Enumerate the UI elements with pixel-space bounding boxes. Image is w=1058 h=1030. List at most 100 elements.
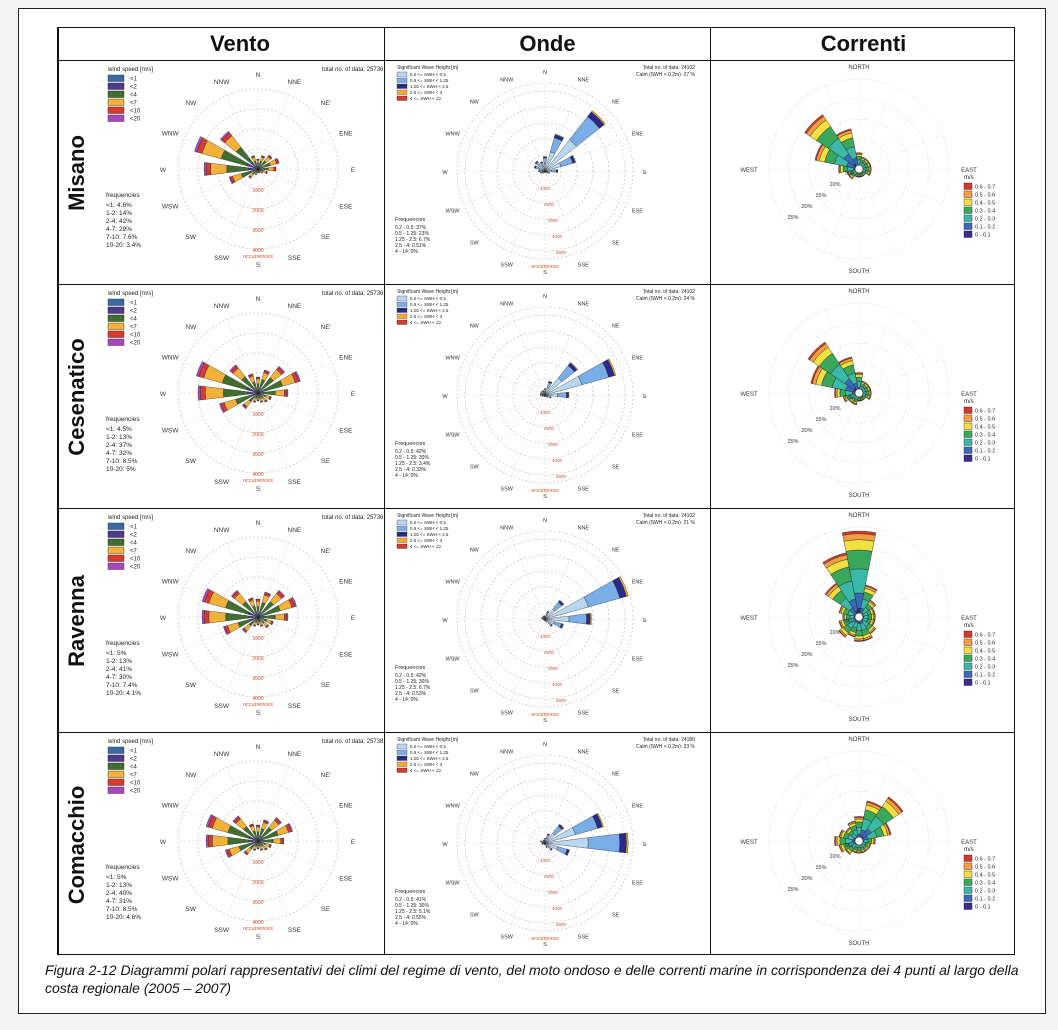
legend-label: 0 - 0.1 <box>975 233 991 239</box>
wind-bar <box>262 839 274 843</box>
total-label: Total no. of data: 24102 <box>643 65 695 71</box>
wind-bar <box>255 601 261 607</box>
rose-svg: NORTH EAST SOUTH WEST 5% 10%15%20%25% m/s0.6 -… <box>740 737 995 947</box>
compass-label: SSE <box>288 255 302 262</box>
grid-spoke <box>227 168 259 243</box>
wind-bar <box>252 625 256 627</box>
frequency-item: 0.2 - 0.5: 41% <box>395 897 427 903</box>
rose-svg: NORTH EAST SOUTH WEST 5% 10%15%20%25% m/s0.6 -… <box>740 65 995 275</box>
legend-title: wind speed [m/s] <box>107 67 153 73</box>
ring-label: 1000 <box>540 634 551 639</box>
grid-spoke <box>544 556 608 620</box>
wave-bar <box>561 623 564 629</box>
compass-label: NNW <box>500 526 514 532</box>
legend-label: 0.5 - 0.6 <box>975 641 995 647</box>
wind-bar <box>294 371 301 382</box>
grid-spoke <box>544 394 608 458</box>
compass-label: ESE <box>339 651 353 658</box>
compass-label: EAST <box>961 392 977 398</box>
ring-label: 5000 <box>556 474 567 479</box>
wind-bar <box>205 386 224 400</box>
wind-bar <box>255 599 261 602</box>
wave-bar <box>550 624 553 627</box>
legend-label: <7 <box>130 773 138 779</box>
grid-spoke <box>463 585 546 620</box>
compass-label: NNW <box>214 303 230 310</box>
frequency-item: 0.2 - 0.5: 42% <box>395 449 427 455</box>
legend-label: <1 <box>130 77 138 83</box>
frequencies-title: Frequencies <box>395 217 426 223</box>
grid-ring <box>456 82 634 260</box>
ring-label: 4000 <box>552 906 563 911</box>
current-bar <box>836 128 852 137</box>
wave-bar <box>539 170 542 172</box>
wind-bar <box>269 396 272 401</box>
ring-label: 2000 <box>252 432 263 438</box>
wind-bar <box>264 399 268 403</box>
compass-label: WSW <box>446 656 461 662</box>
legend-label: <4 <box>130 93 138 99</box>
wave-bar <box>568 613 587 625</box>
wave-bar <box>557 392 567 398</box>
compass-label: E <box>351 391 356 398</box>
grid-spoke <box>858 757 894 842</box>
compass-label: ENE <box>632 356 644 362</box>
legend-swatch <box>963 630 973 638</box>
grid-spoke <box>227 840 259 915</box>
compass-label: NNE <box>288 527 302 534</box>
frequency-item: 4-7: 29% <box>106 226 132 233</box>
wind-bar <box>248 839 256 843</box>
wind-bar <box>261 172 263 174</box>
current-bar <box>843 539 875 552</box>
legend-title: m/s <box>964 399 974 405</box>
grid-spoke <box>858 806 943 842</box>
legend-swatch <box>963 870 973 878</box>
frequency-item: 0.2 - 0.5: 37% <box>395 225 427 231</box>
compass-label: NNE <box>288 79 302 86</box>
ring-label: 4000 <box>252 920 263 926</box>
legend-swatch <box>396 761 408 767</box>
compass-label: NW <box>185 100 197 107</box>
frequency-item: 2.5 - 4: 0.55% <box>395 915 427 921</box>
wave-bar <box>554 133 565 139</box>
current-bar <box>868 171 872 177</box>
wind-bar <box>247 391 256 395</box>
legend-label: 0.3 - 0.4 <box>975 881 995 887</box>
occurrences-label: occurrences <box>243 254 273 260</box>
wind-bar <box>256 383 260 391</box>
compass-label: NORTH <box>848 65 869 71</box>
wind-bar <box>256 621 260 625</box>
row-label-ravenna: Ravenna <box>64 574 89 667</box>
legend-label: 0 - 0.1 <box>975 457 991 463</box>
current-bar <box>855 630 863 637</box>
grid-ring <box>177 536 339 698</box>
legend-swatch <box>963 670 973 678</box>
grid-spoke <box>257 840 315 898</box>
legend-label: 0.3 - 0.4 <box>975 209 995 215</box>
wave-bar <box>607 358 617 376</box>
ring-label: 10% <box>829 854 840 860</box>
compass-label: WSW <box>446 208 461 214</box>
wind-bar <box>255 824 261 826</box>
legend-label: <10 <box>130 333 141 339</box>
grid-spoke <box>463 137 546 172</box>
total-label: Total no. of data: 24102 <box>643 289 695 295</box>
wave-bar <box>587 833 621 853</box>
ring-label: 3000 <box>548 218 559 223</box>
legend-label: <2 <box>130 757 138 763</box>
legend-label: 0.2 - 0.3 <box>975 665 995 671</box>
current-bar <box>804 114 824 134</box>
compass-label: WNW <box>162 803 180 810</box>
frequency-item: <1: 4.6% <box>106 202 132 209</box>
grid-spoke <box>482 618 546 682</box>
wind-bar <box>261 167 269 171</box>
current-bar <box>864 584 878 591</box>
compass-label: ESE <box>632 656 643 662</box>
current-bar <box>840 165 844 173</box>
wind-bar <box>228 176 234 185</box>
compass-label: SW <box>186 458 197 465</box>
compass-label: S <box>256 486 261 493</box>
wind-bar <box>276 157 280 164</box>
wave-bar <box>572 154 577 163</box>
ring-label: 1000 <box>540 410 551 415</box>
